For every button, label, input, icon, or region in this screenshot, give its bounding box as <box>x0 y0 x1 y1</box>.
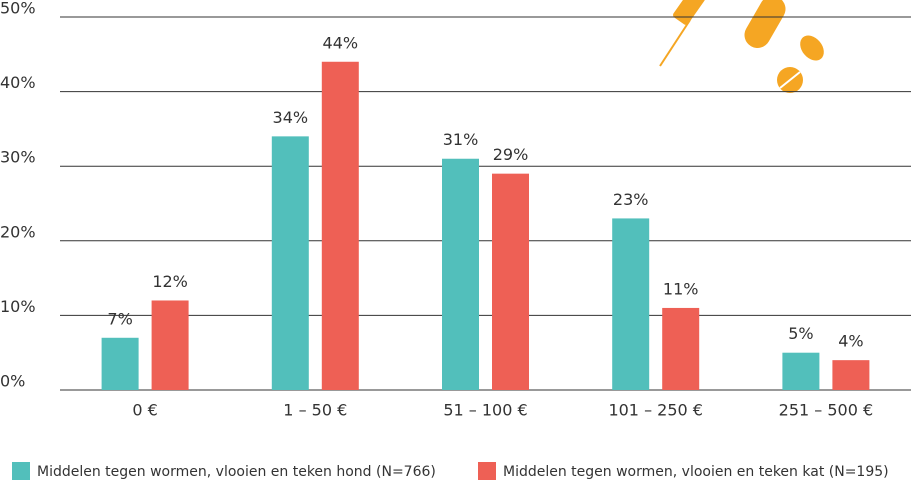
bar <box>151 300 189 390</box>
x-tick-label: 251 – 500 € <box>779 401 874 420</box>
legend-label: Middelen tegen wormen, vlooien en teken … <box>503 464 889 480</box>
y-tick-label: 10% <box>0 297 36 316</box>
bar <box>662 307 700 390</box>
data-label: 4% <box>838 332 863 351</box>
x-tick-label: 1 – 50 € <box>283 401 347 420</box>
data-label: 29% <box>493 145 529 164</box>
bar <box>492 173 529 390</box>
data-label: 5% <box>788 324 813 343</box>
legend-swatch <box>478 462 496 480</box>
bar <box>442 158 479 390</box>
data-label: 12% <box>152 272 188 291</box>
legend-label: Middelen tegen wormen, vlooien en teken … <box>37 464 436 480</box>
x-tick-label: 0 € <box>132 401 157 420</box>
data-label: 7% <box>107 309 132 328</box>
y-tick-label: 30% <box>0 148 36 167</box>
bar <box>782 352 820 390</box>
data-label: 44% <box>323 33 359 52</box>
data-label: 11% <box>663 279 699 298</box>
x-tick-label: 51 – 100 € <box>443 401 527 420</box>
y-tick-label: 40% <box>0 73 36 92</box>
x-tick-label: 101 – 250 € <box>608 401 703 420</box>
bar <box>612 218 650 390</box>
bar <box>832 360 870 390</box>
y-tick-label: 20% <box>0 222 36 241</box>
y-tick-label: 0% <box>0 372 25 391</box>
bar <box>321 61 359 390</box>
data-label: 23% <box>613 190 649 209</box>
decoration <box>659 0 824 93</box>
bar <box>101 337 139 390</box>
data-label: 31% <box>443 130 479 149</box>
legend-swatch <box>12 462 30 480</box>
data-label: 34% <box>273 108 309 127</box>
y-tick-label: 50% <box>0 0 36 18</box>
bar <box>271 136 309 390</box>
